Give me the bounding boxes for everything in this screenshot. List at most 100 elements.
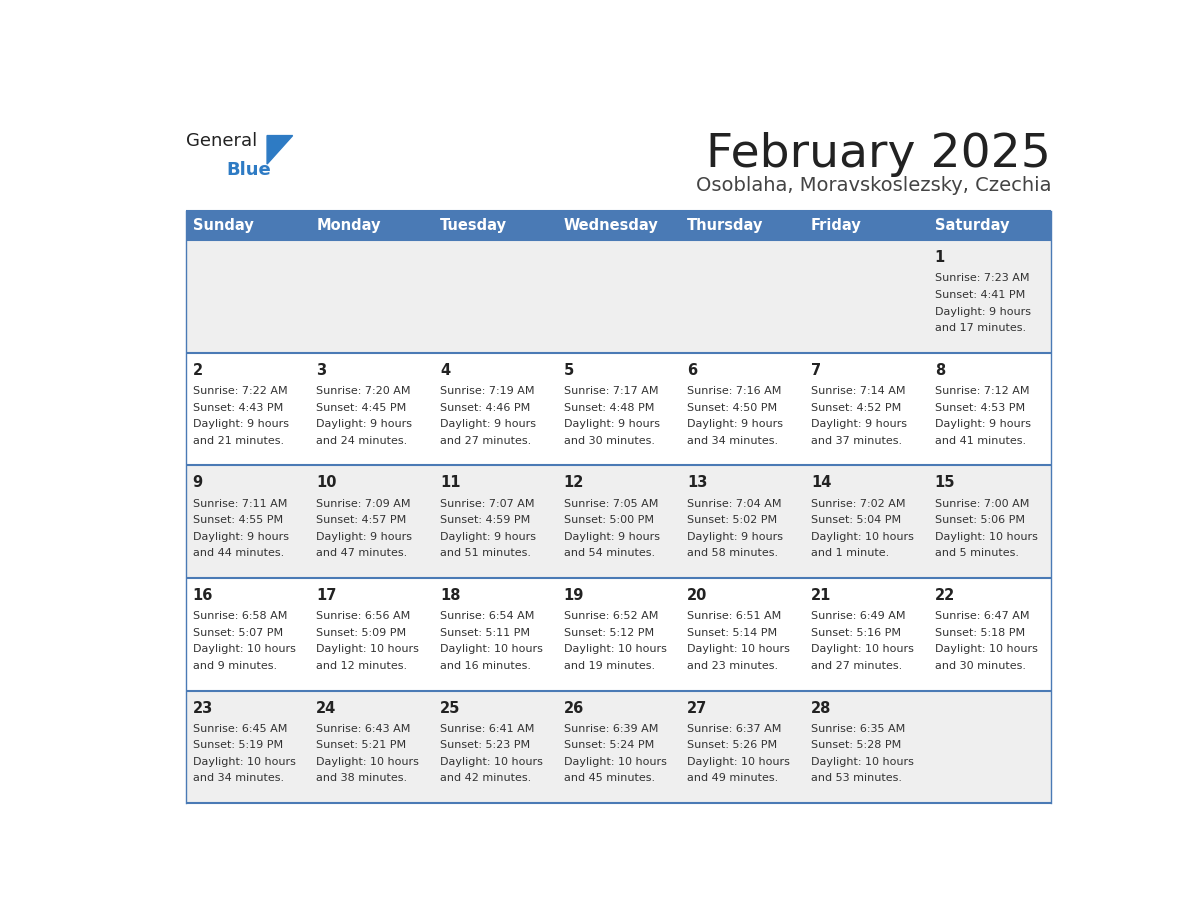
Text: Sunset: 4:57 PM: Sunset: 4:57 PM	[316, 515, 406, 525]
Bar	[557, 690, 681, 803]
Text: Thursday: Thursday	[688, 218, 764, 233]
Text: Sunset: 4:55 PM: Sunset: 4:55 PM	[192, 515, 283, 525]
Text: Daylight: 10 hours: Daylight: 10 hours	[316, 756, 419, 767]
Text: Sunrise: 6:56 AM: Sunrise: 6:56 AM	[316, 611, 411, 621]
Text: Sunset: 4:46 PM: Sunset: 4:46 PM	[440, 402, 530, 412]
Text: Friday: Friday	[811, 218, 861, 233]
Text: 9: 9	[192, 476, 203, 490]
Bar	[928, 465, 1051, 578]
Text: and 34 minutes.: and 34 minutes.	[192, 773, 284, 783]
Bar	[557, 241, 681, 353]
Text: Sunrise: 6:47 AM: Sunrise: 6:47 AM	[935, 611, 1029, 621]
Text: 10: 10	[316, 476, 337, 490]
Bar	[928, 690, 1051, 803]
Text: Sunset: 4:53 PM: Sunset: 4:53 PM	[935, 402, 1025, 412]
Bar	[434, 211, 557, 241]
Bar	[681, 353, 804, 465]
Text: Daylight: 9 hours: Daylight: 9 hours	[935, 420, 1031, 429]
Text: 8: 8	[935, 363, 944, 378]
Text: Sunrise: 6:41 AM: Sunrise: 6:41 AM	[440, 723, 535, 733]
Text: Sunset: 5:04 PM: Sunset: 5:04 PM	[811, 515, 902, 525]
Bar	[557, 465, 681, 578]
Text: Daylight: 9 hours: Daylight: 9 hours	[935, 307, 1031, 317]
Text: Sunset: 5:28 PM: Sunset: 5:28 PM	[811, 740, 902, 750]
Text: Sunset: 5:12 PM: Sunset: 5:12 PM	[563, 628, 653, 638]
Bar	[557, 353, 681, 465]
Text: Daylight: 10 hours: Daylight: 10 hours	[811, 532, 914, 542]
Text: Sunset: 4:59 PM: Sunset: 4:59 PM	[440, 515, 530, 525]
Bar	[309, 465, 434, 578]
Text: General: General	[185, 131, 257, 150]
Text: and 24 minutes.: and 24 minutes.	[316, 436, 407, 445]
Bar	[804, 353, 928, 465]
Text: Daylight: 9 hours: Daylight: 9 hours	[563, 420, 659, 429]
Text: Saturday: Saturday	[935, 218, 1009, 233]
Text: Daylight: 10 hours: Daylight: 10 hours	[440, 644, 543, 655]
Text: and 23 minutes.: and 23 minutes.	[688, 661, 778, 671]
Bar	[928, 353, 1051, 465]
Text: Sunrise: 6:37 AM: Sunrise: 6:37 AM	[688, 723, 782, 733]
Text: 16: 16	[192, 588, 213, 603]
Text: Sunrise: 7:07 AM: Sunrise: 7:07 AM	[440, 498, 535, 509]
Text: Sunrise: 7:02 AM: Sunrise: 7:02 AM	[811, 498, 905, 509]
Text: Daylight: 9 hours: Daylight: 9 hours	[563, 532, 659, 542]
Bar	[557, 211, 681, 241]
Bar	[804, 465, 928, 578]
Text: Sunrise: 6:49 AM: Sunrise: 6:49 AM	[811, 611, 905, 621]
Bar	[185, 211, 309, 241]
Bar	[804, 578, 928, 690]
Text: Sunset: 5:23 PM: Sunset: 5:23 PM	[440, 740, 530, 750]
Text: February 2025: February 2025	[707, 131, 1051, 177]
Text: Sunrise: 7:17 AM: Sunrise: 7:17 AM	[563, 386, 658, 396]
Text: 14: 14	[811, 476, 832, 490]
Text: 26: 26	[563, 700, 584, 716]
Text: 13: 13	[688, 476, 708, 490]
Text: 5: 5	[563, 363, 574, 378]
Text: Sunrise: 7:11 AM: Sunrise: 7:11 AM	[192, 498, 287, 509]
Text: and 54 minutes.: and 54 minutes.	[563, 548, 655, 558]
Text: Daylight: 10 hours: Daylight: 10 hours	[688, 756, 790, 767]
Bar	[185, 690, 309, 803]
Bar	[681, 465, 804, 578]
Bar	[309, 578, 434, 690]
Text: Daylight: 9 hours: Daylight: 9 hours	[811, 420, 906, 429]
Text: Sunrise: 6:43 AM: Sunrise: 6:43 AM	[316, 723, 411, 733]
Text: Daylight: 9 hours: Daylight: 9 hours	[440, 420, 536, 429]
Text: Daylight: 10 hours: Daylight: 10 hours	[688, 644, 790, 655]
Text: and 30 minutes.: and 30 minutes.	[563, 436, 655, 445]
Bar	[434, 241, 557, 353]
Text: 20: 20	[688, 588, 708, 603]
Text: 1: 1	[935, 251, 944, 265]
Bar	[928, 211, 1051, 241]
Text: Sunset: 5:00 PM: Sunset: 5:00 PM	[563, 515, 653, 525]
Text: Sunrise: 6:52 AM: Sunrise: 6:52 AM	[563, 611, 658, 621]
Text: and 42 minutes.: and 42 minutes.	[440, 773, 531, 783]
Text: Daylight: 9 hours: Daylight: 9 hours	[688, 532, 783, 542]
Text: and 38 minutes.: and 38 minutes.	[316, 773, 407, 783]
Text: Sunset: 5:07 PM: Sunset: 5:07 PM	[192, 628, 283, 638]
Bar	[309, 690, 434, 803]
Bar	[804, 241, 928, 353]
Text: Sunrise: 7:16 AM: Sunrise: 7:16 AM	[688, 386, 782, 396]
Text: and 16 minutes.: and 16 minutes.	[440, 661, 531, 671]
Text: Daylight: 9 hours: Daylight: 9 hours	[192, 532, 289, 542]
Bar	[434, 353, 557, 465]
Text: 23: 23	[192, 700, 213, 716]
Bar	[309, 353, 434, 465]
Text: Sunset: 5:11 PM: Sunset: 5:11 PM	[440, 628, 530, 638]
Text: Daylight: 10 hours: Daylight: 10 hours	[935, 532, 1037, 542]
Text: and 27 minutes.: and 27 minutes.	[440, 436, 531, 445]
Text: Daylight: 10 hours: Daylight: 10 hours	[192, 756, 296, 767]
Text: Sunset: 5:02 PM: Sunset: 5:02 PM	[688, 515, 777, 525]
Text: and 27 minutes.: and 27 minutes.	[811, 661, 902, 671]
Text: Sunrise: 6:35 AM: Sunrise: 6:35 AM	[811, 723, 905, 733]
Bar	[681, 690, 804, 803]
Text: Sunrise: 7:14 AM: Sunrise: 7:14 AM	[811, 386, 905, 396]
Text: and 30 minutes.: and 30 minutes.	[935, 661, 1025, 671]
Text: and 45 minutes.: and 45 minutes.	[563, 773, 655, 783]
Text: Sunrise: 7:04 AM: Sunrise: 7:04 AM	[688, 498, 782, 509]
Text: Sunset: 5:26 PM: Sunset: 5:26 PM	[688, 740, 777, 750]
Text: Sunset: 5:14 PM: Sunset: 5:14 PM	[688, 628, 777, 638]
Text: and 41 minutes.: and 41 minutes.	[935, 436, 1025, 445]
Text: Sunrise: 6:45 AM: Sunrise: 6:45 AM	[192, 723, 287, 733]
